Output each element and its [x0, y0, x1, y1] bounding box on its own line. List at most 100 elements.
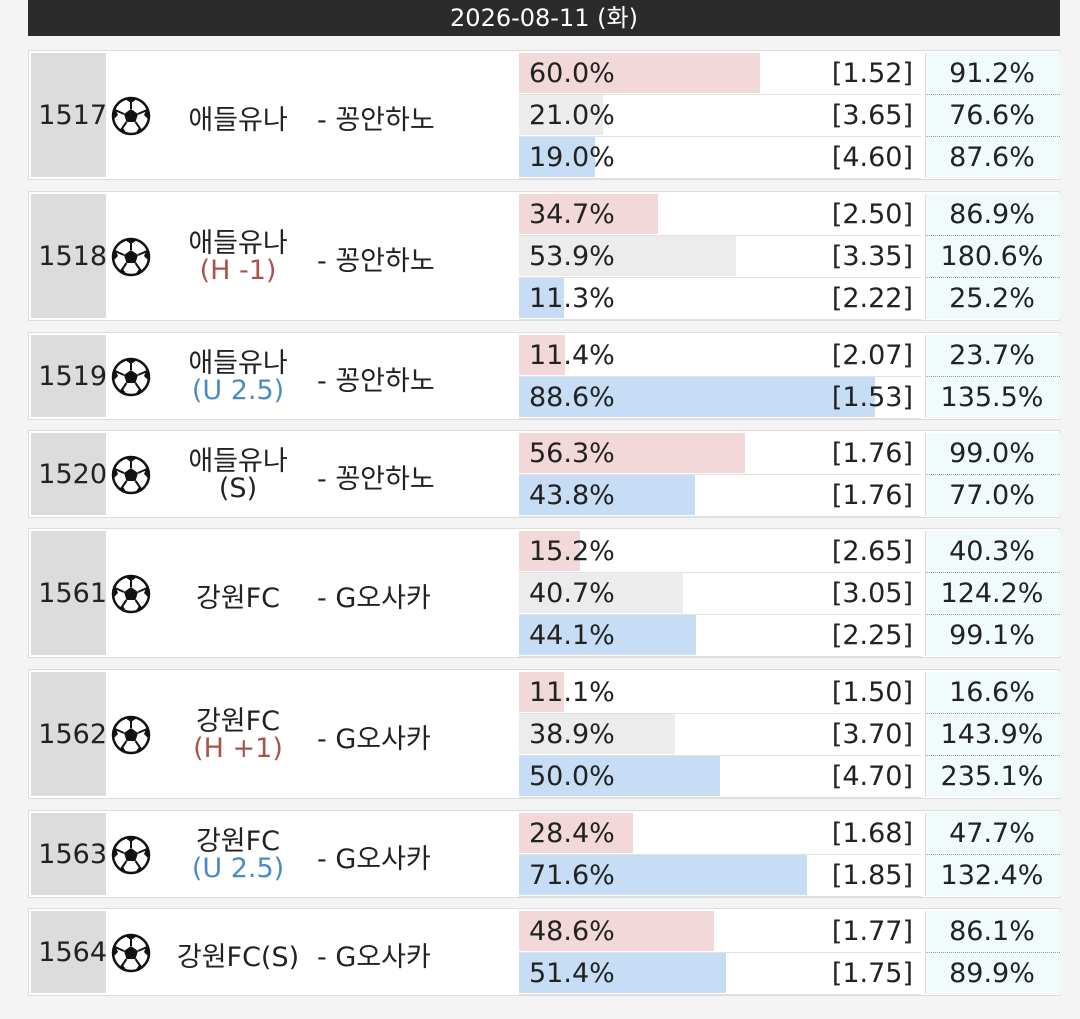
odds: [1.68] — [831, 818, 913, 849]
odds: [1.53] — [831, 382, 913, 413]
probability: 53.9% — [529, 241, 615, 272]
probability-bar — [519, 573, 683, 613]
odds: [2.65] — [831, 536, 913, 567]
return-rate: 23.7% — [949, 340, 1035, 371]
probability-bar — [519, 475, 696, 515]
odds: [3.05] — [831, 578, 913, 609]
return-cell — [925, 278, 1060, 319]
return-cell — [925, 714, 1060, 756]
return-cell — [925, 672, 1060, 714]
soccer-icon — [111, 835, 151, 875]
return-rate: 99.0% — [949, 438, 1035, 469]
probability-bar — [519, 756, 720, 796]
probability: 60.0% — [529, 58, 615, 89]
row-divider — [519, 516, 921, 517]
soccer-icon — [111, 237, 151, 277]
probability: 15.2% — [529, 536, 615, 567]
home-team: 강원FC — [195, 826, 281, 857]
away-team: - 꽁안하노 — [317, 366, 435, 397]
row-divider — [519, 178, 921, 179]
probability: 38.9% — [529, 719, 615, 750]
id-cell — [31, 335, 106, 417]
id-cell — [31, 911, 106, 993]
away-team: - G오사카 — [317, 844, 431, 875]
away-team: - G오사카 — [317, 724, 431, 755]
odds: [1.76] — [831, 480, 913, 511]
return-rate: 124.2% — [940, 578, 1044, 609]
return-rate: 91.2% — [949, 58, 1035, 89]
probability: 28.4% — [529, 818, 615, 849]
probability: 44.1% — [529, 620, 615, 651]
odds: [1.77] — [831, 916, 913, 947]
home-tag: (U 2.5) — [191, 375, 285, 406]
id-cell — [31, 53, 106, 177]
match-block: 1562 강원FC (H +1) - G오사카 11.1% [1.50] 16.6% 38.9… — [28, 669, 1060, 799]
id-cell — [31, 194, 106, 318]
return-cell — [925, 137, 1060, 178]
soccer-icon — [111, 715, 151, 755]
probability: 88.6% — [529, 382, 615, 413]
home-team: 강원FC(S) — [176, 942, 300, 973]
return-rate: 25.2% — [949, 283, 1035, 314]
id-cell — [31, 672, 106, 796]
probability: 56.3% — [529, 438, 615, 469]
row-divider — [519, 235, 921, 236]
row-divider — [519, 319, 921, 320]
odds: [4.60] — [831, 142, 913, 173]
match-block: 1564 강원FC(S) - G오사카 48.6% [1.77] 86.1% 51.4% [1… — [28, 908, 1060, 996]
return-cell — [925, 573, 1060, 615]
id-cell — [31, 433, 106, 515]
odds: [2.50] — [831, 199, 913, 230]
row-divider — [519, 376, 921, 377]
probability-bar — [519, 714, 676, 754]
match-block: 1563 강원FC (U 2.5) - G오사카 28.4% [1.68] 47.7% 71.… — [28, 810, 1060, 898]
probability-bar — [519, 911, 715, 951]
return-rate: 77.0% — [949, 480, 1035, 511]
return-rate: 235.1% — [940, 761, 1044, 792]
return-rate: 16.6% — [949, 677, 1035, 708]
odds: [1.50] — [831, 677, 913, 708]
match-id: 1563 — [38, 839, 107, 870]
match-block: 1519 애들유나 (U 2.5) - 꽁안하노 11.4% [2.07] 23.7% 88.… — [28, 332, 1060, 420]
return-rate: 86.1% — [949, 916, 1035, 947]
odds: [1.52] — [831, 58, 913, 89]
away-team: - 꽁안하노 — [317, 464, 435, 495]
match-block: 1517 애들유나 - 꽁안하노 60.0% [1.52] 91.2% 21.0% [3.65… — [28, 50, 1060, 180]
match-id: 1520 — [38, 459, 107, 490]
away-team: - G오사카 — [317, 942, 431, 973]
row-divider — [519, 896, 921, 897]
row-divider — [519, 614, 921, 615]
match-id: 1518 — [38, 241, 107, 272]
return-rate: 86.9% — [949, 199, 1035, 230]
return-rate: 89.9% — [949, 958, 1035, 989]
id-cell — [31, 813, 106, 895]
row-divider — [519, 136, 921, 137]
away-team: - 꽁안하노 — [317, 246, 435, 277]
probability-bar — [519, 236, 736, 276]
return-rate: 47.7% — [949, 818, 1035, 849]
probability: 48.6% — [529, 916, 615, 947]
probability: 50.0% — [529, 761, 615, 792]
row-divider — [519, 277, 921, 278]
probability: 11.3% — [529, 283, 615, 314]
return-cell — [925, 335, 1060, 377]
row-divider — [519, 952, 921, 953]
probability-bar — [519, 194, 659, 234]
odds: [1.75] — [831, 958, 913, 989]
probability-bar — [519, 335, 565, 375]
probability: 51.4% — [529, 958, 615, 989]
return-rate: 99.1% — [949, 620, 1035, 651]
odds: [2.22] — [831, 283, 913, 314]
return-cell — [925, 953, 1060, 994]
return-cell — [925, 53, 1060, 95]
return-rate: 143.9% — [940, 719, 1044, 750]
odds: [4.70] — [831, 761, 913, 792]
probability: 71.6% — [529, 860, 615, 891]
probability: 40.7% — [529, 578, 615, 609]
match-id: 1519 — [38, 361, 107, 392]
probability-bar — [519, 531, 581, 571]
soccer-icon — [111, 933, 151, 973]
return-cell — [925, 855, 1060, 896]
return-rate: 87.6% — [949, 142, 1035, 173]
